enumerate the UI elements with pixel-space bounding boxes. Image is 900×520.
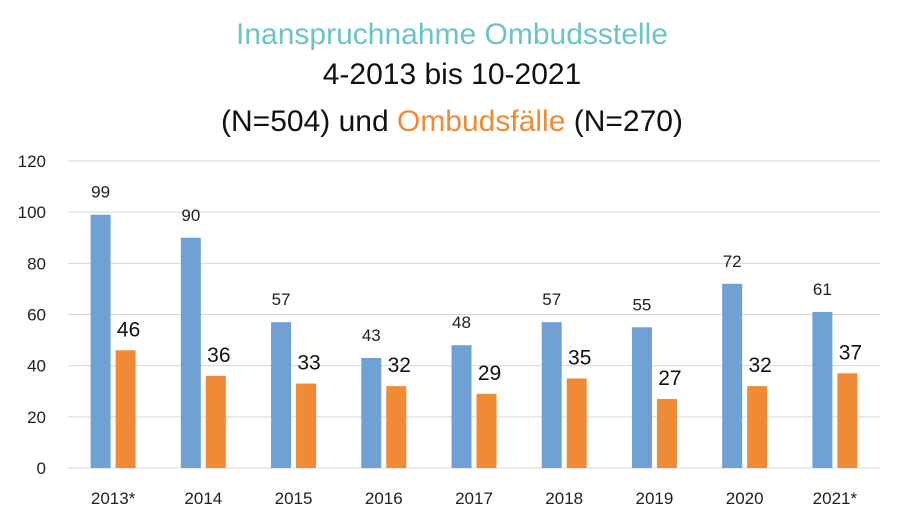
bar-b-2017 (476, 393, 497, 468)
y-tick-label-100: 100 (18, 203, 46, 222)
bar-a-2013* (90, 214, 111, 468)
grid-lines (68, 160, 880, 469)
x-tick-label-2015: 2015 (275, 489, 313, 508)
data-label-a-2021*: 61 (813, 280, 832, 299)
data-label-b-2021*: 37 (839, 341, 862, 364)
bar-a-2015 (271, 322, 292, 468)
x-axis: 2013* 2014 2015 2016 2017 2018 2019 2020 2021* (91, 489, 858, 508)
x-tick-label-2018: 2018 (545, 489, 583, 508)
x-tick-label-2013*: 2013* (91, 489, 136, 508)
chart-title-line3-part2: Ombudsfälle (397, 105, 565, 138)
data-label-b-2015: 33 (297, 352, 320, 375)
bar-b-2014 (205, 375, 226, 468)
data-label-a-2020: 72 (723, 252, 742, 271)
bar-a-2021* (812, 311, 833, 468)
y-tick-label-0: 0 (37, 459, 46, 478)
bar-b-2016 (386, 386, 407, 468)
bar-a-2017 (451, 345, 472, 468)
bar-b-2021* (837, 373, 858, 468)
bar-b-2013* (115, 350, 136, 468)
data-label-b-2013*: 46 (117, 318, 140, 341)
y-tick-label-120: 120 (18, 152, 46, 171)
bar-a-2019 (631, 327, 652, 468)
data-label-a-2019: 55 (632, 295, 651, 314)
data-label-b-2017: 29 (478, 362, 501, 385)
y-tick-label-80: 80 (27, 254, 46, 273)
chart-title-line1: Inanspruchnahme Ombudsstelle (236, 18, 668, 51)
x-tick-label-2016: 2016 (365, 489, 403, 508)
data-label-b-2018: 35 (568, 346, 591, 369)
chart-title-line3-part3: (N=270) (565, 105, 683, 138)
bar-b-2018 (566, 378, 587, 468)
y-tick-label-60: 60 (27, 306, 46, 325)
x-tick-label-2017: 2017 (455, 489, 493, 508)
data-label-a-2016: 43 (362, 326, 381, 345)
bar-a-2014 (180, 237, 201, 468)
x-tick-label-2014: 2014 (184, 489, 222, 508)
chart-title-line3: (N=504) und Ombudsfälle (N=270) (221, 105, 683, 138)
bar-a-2020 (722, 283, 743, 468)
bar-b-2015 (296, 383, 317, 468)
data-label-a-2015: 57 (272, 290, 291, 309)
bar-b-2020 (747, 386, 768, 468)
x-tick-label-2019: 2019 (636, 489, 674, 508)
data-label-a-2014: 90 (181, 206, 200, 225)
bar-a-2018 (541, 322, 562, 468)
data-labels: 99 46 90 36 57 33 43 32 48 29 57 35 55 27 72 32 61 37 (91, 183, 862, 390)
data-label-a-2017: 48 (452, 313, 471, 332)
data-label-b-2016: 32 (388, 354, 411, 377)
bar-b-2019 (656, 398, 677, 468)
chart-title-line3-part1: (N=504) und (221, 105, 397, 138)
data-label-a-2018: 57 (542, 290, 561, 309)
data-label-b-2014: 36 (207, 344, 230, 367)
bar-a-2016 (361, 357, 382, 468)
bars (90, 214, 858, 468)
data-label-b-2020: 32 (748, 354, 771, 377)
chart-title-line2: 4-2013 bis 10-2021 (323, 58, 582, 91)
data-label-a-2013*: 99 (91, 183, 110, 202)
x-tick-label-2021*: 2021* (813, 489, 858, 508)
y-axis: 0 20 40 60 80 100 120 (18, 152, 46, 478)
x-tick-label-2020: 2020 (726, 489, 764, 508)
y-tick-label-40: 40 (27, 357, 46, 376)
data-label-b-2019: 27 (658, 367, 681, 390)
y-tick-label-20: 20 (27, 408, 46, 427)
